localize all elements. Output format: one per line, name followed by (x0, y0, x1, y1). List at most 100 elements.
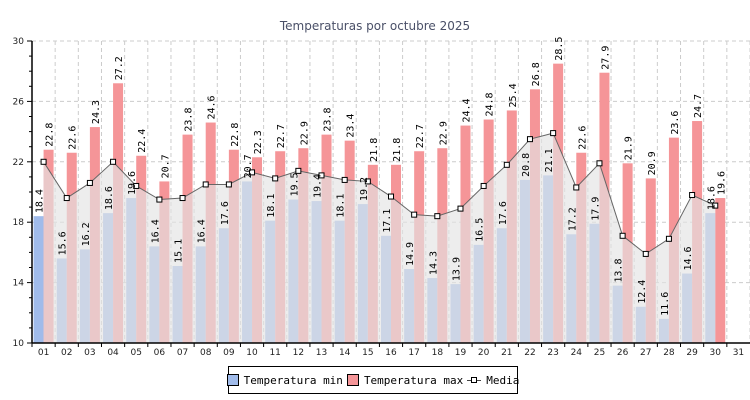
media-marker (110, 158, 117, 165)
media-marker (388, 193, 394, 200)
axes: 10 14 18 22 26 30 01 02 03 04 05 06 07 08 09 10 11 12 13 14… (13, 37, 750, 358)
x-tick-label: 20 (478, 348, 490, 358)
media-marker (225, 181, 232, 188)
media-marker (550, 130, 557, 137)
data-label: 16.2 (81, 222, 92, 246)
media-marker (689, 192, 696, 199)
data-label: 22.6 (68, 126, 79, 150)
media-marker (457, 205, 464, 212)
data-label: 13.8 (614, 259, 625, 283)
data-label: 26.8 (531, 62, 542, 86)
data-label: 19.6 (716, 171, 727, 195)
media-marker (364, 178, 371, 185)
data-label: 24.3 (91, 100, 102, 124)
data-label: 18.6 (706, 186, 717, 210)
data-label: 22.9 (299, 121, 310, 145)
data-label: 22.7 (415, 124, 426, 148)
data-label: 11.6 (660, 292, 671, 316)
x-tick-label: 25 (594, 348, 605, 358)
media-marker (665, 235, 672, 242)
data-label: 28.5 (554, 37, 565, 61)
x-tick-label: 24 (571, 348, 583, 358)
x-tick-label: 06 (154, 348, 166, 358)
media-marker (179, 195, 186, 202)
data-label: 17.6 (498, 201, 509, 225)
data-label: 19.4 (313, 174, 324, 198)
legend: Temperatura min Temperatura max Media (226, 366, 520, 394)
data-label: 13.9 (451, 257, 462, 281)
data-label: 27.2 (114, 56, 125, 80)
media-area-fill (43, 133, 716, 343)
data-label: 23.6 (670, 111, 681, 135)
data-label: 21.8 (392, 138, 403, 162)
data-label: 16.4 (150, 219, 161, 243)
media-marker (573, 184, 580, 191)
bar-max (715, 198, 726, 343)
y-tick-label: 26 (13, 97, 25, 107)
data-label: 17.1 (382, 209, 393, 233)
data-label: 20.7 (160, 154, 171, 178)
data-label: 18.4 (35, 189, 46, 213)
x-tick-label: 30 (710, 348, 722, 358)
media-marker (526, 136, 533, 143)
data-label: 19.6 (127, 171, 138, 195)
data-label: 15.1 (174, 239, 185, 263)
media-area (43, 133, 716, 343)
media-marker (272, 175, 279, 182)
y-tick-label: 14 (13, 279, 25, 289)
media-marker (411, 211, 418, 218)
legend-item-max: Temperatura max (346, 373, 464, 387)
x-tick-label: 23 (547, 348, 558, 358)
x-tick-label: 21 (501, 348, 512, 358)
data-label: 25.4 (508, 83, 519, 107)
media-marker (434, 213, 441, 220)
x-tick-label: 01 (38, 348, 49, 358)
x-tick-label: 11 (269, 348, 280, 358)
data-label: 17.9 (590, 197, 601, 221)
legend-label-max: Temperatura max (363, 373, 464, 387)
x-tick-label: 12 (293, 348, 304, 358)
data-label: 19.5 (289, 172, 300, 196)
media-marker (202, 181, 209, 188)
data-label: 22.8 (45, 123, 56, 147)
x-tick-label: 10 (246, 348, 258, 358)
x-tick-label: 09 (223, 348, 235, 358)
media-marker (40, 158, 47, 165)
data-label: 14.9 (405, 242, 416, 266)
x-tick-label: 18 (432, 348, 444, 358)
x-tick-label: 15 (362, 348, 373, 358)
data-label: 22.8 (230, 123, 241, 147)
x-tick-label: 17 (408, 348, 419, 358)
data-label: 17.6 (220, 201, 231, 225)
x-tick-label: 05 (130, 348, 141, 358)
data-label: 17.2 (567, 207, 578, 231)
data-label: 14.6 (683, 246, 694, 270)
value-labels: 18.4 22.8 15.6 22.6 16.2 24.3 18.6 27.2 19.6 22.4… (35, 37, 728, 316)
data-label: 21.8 (369, 138, 380, 162)
x-tick-label: 07 (177, 348, 188, 358)
y-tick-label: 22 (13, 158, 24, 168)
media-marker (86, 179, 93, 186)
x-tick-label: 04 (107, 348, 119, 358)
legend-label-min: Temperatura min (243, 373, 343, 387)
media-marker (133, 182, 140, 189)
x-tick-label: 26 (617, 348, 629, 358)
data-label: 23.8 (184, 108, 195, 132)
media-polyline (43, 132, 716, 255)
data-label: 24.7 (693, 94, 704, 118)
legend-line-marker-icon (467, 375, 482, 385)
legend-label-media: Media (486, 373, 520, 387)
data-label: 27.9 (600, 46, 611, 70)
x-tick-label: 02 (61, 348, 72, 358)
media-marker (341, 176, 348, 183)
data-label: 18.1 (266, 194, 277, 218)
legend-swatch-min (226, 374, 239, 386)
media-marker (63, 195, 70, 202)
chart-title: Temperaturas por octubre 2025 (279, 19, 470, 33)
data-label: 18.6 (104, 186, 115, 210)
x-tick-label: 19 (455, 348, 467, 358)
media-marker (156, 196, 163, 203)
data-label: 14.3 (428, 251, 439, 275)
data-label: 22.9 (438, 121, 449, 145)
media-marker (712, 202, 719, 209)
